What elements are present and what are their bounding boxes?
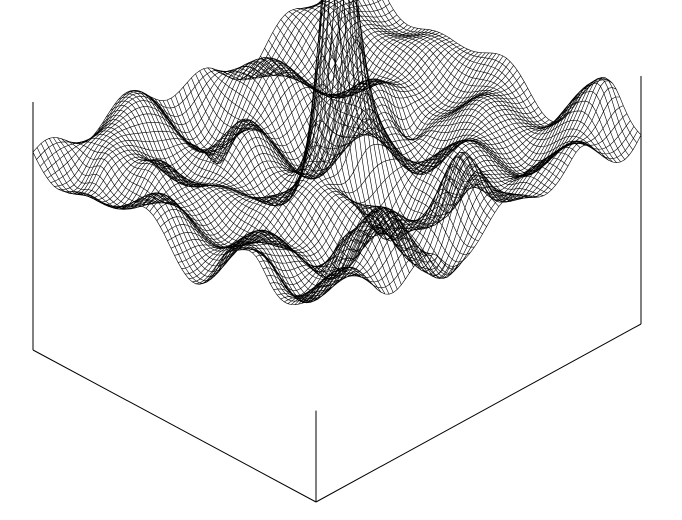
bounding-box-back [32,75,642,350]
mesh-line-v [156,52,483,236]
mesh-line-v [163,0,490,243]
mesh-line-v [64,3,390,195]
mesh-line-u [53,137,337,298]
mesh-line-u [232,57,516,207]
mesh-line-u [207,0,491,236]
mesh-line-u [223,61,508,219]
mesh-line-u [248,67,532,203]
mesh-line-u [317,0,601,155]
mesh-line-u [97,119,382,293]
mesh-line-u [134,90,418,272]
mesh-line-u [183,2,467,263]
mesh-line-v [85,26,412,201]
mesh-line-u [297,8,581,176]
mesh-line-u [36,147,321,302]
surface-mesh [32,0,642,306]
mesh-line-u [288,11,573,177]
mesh-line-u [280,19,564,178]
mesh-line-u [138,90,422,267]
mesh-line-u [276,25,560,180]
mesh-line-v [308,126,635,302]
mesh-line-u [61,138,345,302]
mesh-line-u [195,0,479,242]
mesh-line-u [130,90,414,277]
mesh-line-u [49,138,333,297]
mesh-line-u [321,0,605,158]
mesh-line-v [54,0,344,187]
mesh-line-u [358,0,617,163]
mesh-line-u [353,0,613,163]
box-edge-front-left [32,349,317,503]
mesh-line-u [377,0,634,151]
mesh-line-u [367,0,626,160]
mesh-line-u [347,0,609,161]
mesh-line-v [284,77,610,303]
mesh-line-u [372,0,630,156]
mesh-line-u [215,39,500,227]
mesh-line-v [170,0,497,249]
mesh-line-u [199,0,483,242]
mesh-line-u [158,100,443,270]
mesh-line-u [174,95,459,276]
mesh-line-v [36,0,324,160]
mesh-line-u [211,0,496,230]
box-edge-front-right [315,323,642,503]
mesh-line-u [191,0,475,248]
mesh-line-u [170,98,455,279]
mesh-line-u [227,58,512,214]
mesh-line-u [122,93,406,280]
mesh-line-v [107,30,433,210]
mesh-line-u [32,151,317,306]
mesh-line-u [110,105,394,293]
mesh-line-u [264,48,548,194]
mesh-line-u [142,92,426,259]
mesh-line-u [65,139,349,303]
mesh-line-u [382,0,638,144]
mesh-line-u [162,100,447,276]
bounding-box-front [32,323,642,503]
mesh-line-u [166,99,451,279]
mesh-line-v [167,0,493,246]
mesh-line-u [126,91,410,279]
mesh-line-u [44,140,329,297]
mesh-line-u [236,57,520,199]
mesh-line-u [362,0,621,163]
